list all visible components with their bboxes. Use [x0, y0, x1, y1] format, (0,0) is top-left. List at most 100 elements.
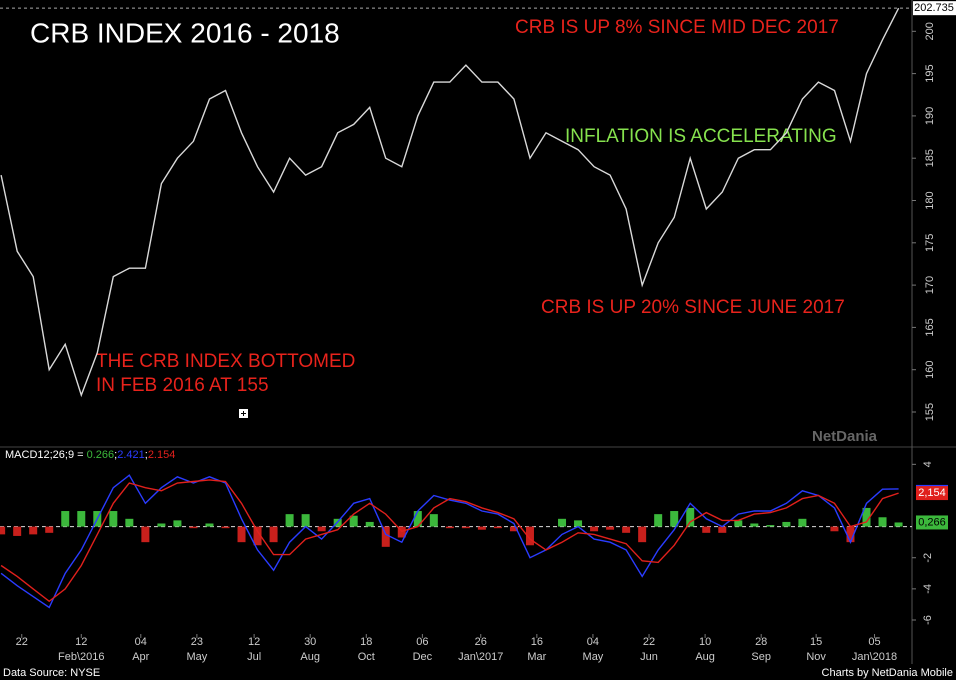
y-tick-label: 170 [924, 276, 936, 294]
macd-histogram-bar [429, 514, 438, 527]
y-tick-label: 185 [924, 149, 936, 167]
x-tick-label: 04 [587, 636, 599, 648]
macd-histogram-bar [798, 518, 807, 527]
macd-histogram-bar [381, 526, 390, 547]
x-tick-month-label: Jan\2018 [852, 651, 897, 663]
macd-histogram-bar [734, 520, 743, 527]
macd-histogram-bar [846, 526, 855, 543]
x-tick-label: 22 [643, 636, 655, 648]
macd-histogram-bar [285, 514, 294, 527]
x-tick-month-label: Mar [527, 651, 546, 663]
macd-histogram-bar [894, 522, 903, 527]
macd-histogram-bar [878, 517, 887, 527]
macd-histogram-bar [558, 518, 567, 527]
macd-histogram-bar [718, 526, 727, 533]
macd-histogram-bar [253, 526, 262, 546]
macd-histogram-bar [670, 511, 679, 527]
x-tick-month-label: May [583, 651, 604, 663]
x-tick-month-label: Apr [132, 651, 149, 663]
macd-histogram-bar [638, 526, 647, 543]
x-tick-month-label: Aug [300, 651, 320, 663]
x-tick-label: 12 [248, 636, 260, 648]
macd-histogram-bar [109, 511, 118, 527]
y-tick-label: 195 [924, 64, 936, 82]
macd-histogram-bar [61, 511, 70, 527]
x-tick-month-label: Aug [695, 651, 715, 663]
annotation: IN FEB 2016 AT 155 [96, 375, 269, 396]
macd-histogram-bar [862, 507, 871, 527]
macd-histogram-bar [750, 523, 759, 527]
macd-histogram-bar [157, 523, 166, 527]
y-tick-label: 200 [924, 22, 936, 40]
x-tick-label: 05 [868, 636, 880, 648]
macd-histogram-bar [461, 526, 470, 529]
macd-histogram-bar [141, 526, 150, 543]
macd-header: MACD12;26;9 = 0.266;2.421;2.154 [5, 449, 175, 461]
macd-histogram-bar [766, 525, 775, 527]
macd-header-part: 2.421 [117, 449, 145, 461]
macd-header-part: ; [145, 449, 148, 461]
x-tick-month-label: Jun [640, 651, 658, 663]
macd-histogram-bar [301, 514, 310, 527]
macd-histogram-bar [525, 526, 534, 546]
macd-histogram-bar [317, 526, 326, 532]
macd-histogram-bar [77, 511, 86, 527]
x-tick-label: 12 [75, 636, 87, 648]
y2-tick-label: -6 [922, 615, 934, 625]
macd-histogram-bar [125, 518, 134, 527]
macd-histogram-bar [221, 526, 230, 529]
macd-line [0, 479, 899, 603]
x-tick-month-label: Dec [413, 651, 433, 663]
macd-histogram-bar [702, 526, 711, 533]
x-tick-label: 04 [135, 636, 147, 648]
y-tick-label: 190 [924, 107, 936, 125]
macd-header-part: 2.154 [148, 449, 176, 461]
macd-histogram-bar [0, 526, 6, 535]
macd-histogram-bar [622, 526, 631, 533]
macd-histogram-bar [477, 526, 486, 530]
x-tick-label: 28 [755, 636, 767, 648]
y-tick-label: 165 [924, 318, 936, 336]
x-tick-month-label: Feb\2016 [58, 651, 104, 663]
annotation: INFLATION IS ACCELERATING [565, 126, 837, 147]
macd-last-box [916, 486, 948, 501]
macd-histogram-bar [590, 526, 599, 532]
macd-histogram-bar [445, 526, 454, 529]
y2-tick-label: -2 [922, 553, 934, 563]
macd-last-label: 0,266 [918, 516, 946, 528]
x-tick-month-label: Nov [806, 651, 826, 663]
chart-title: CRB INDEX 2016 - 2018 [30, 17, 340, 48]
macd-header-part: 0.266 [87, 449, 115, 461]
y-tick-label: 180 [924, 191, 936, 209]
macd-histogram-bar [413, 511, 422, 527]
x-tick-label: 16 [531, 636, 543, 648]
macd-header-part: MACD12;26;9 = [5, 449, 87, 461]
x-tick-month-label: Sep [751, 651, 771, 663]
annotation: CRB IS UP 20% SINCE JUNE 2017 [541, 297, 845, 318]
x-tick-month-label: May [186, 651, 207, 663]
macd-histogram-bar [349, 515, 358, 527]
macd-last-label: 2,154 [918, 487, 946, 499]
macd-histogram-bar [509, 526, 518, 532]
y-tick-label: 175 [924, 234, 936, 252]
macd-last-box [916, 515, 948, 530]
macd-histogram-bar [782, 521, 791, 527]
macd-histogram-bar [45, 526, 54, 533]
annotation: CRB IS UP 8% SINCE MID DEC 2017 [515, 17, 839, 38]
x-tick-month-label: Jul [247, 651, 261, 663]
x-tick-label: 15 [810, 636, 822, 648]
macd-histogram-bar [189, 526, 198, 529]
macd-histogram-bar [574, 520, 583, 527]
macd-histogram-bar [365, 521, 374, 527]
x-tick-label: 18 [360, 636, 372, 648]
x-tick-label: 10 [699, 636, 711, 648]
x-tick-label: 23 [191, 636, 203, 648]
macd-histogram-bar [237, 526, 246, 543]
x-tick-label: 22 [16, 636, 28, 648]
source-note: Data Source: NYSE [3, 667, 100, 679]
macd-header-part: ; [114, 449, 117, 461]
macd-histogram-bar [13, 526, 22, 536]
annotation: THE CRB INDEX BOTTOMED [96, 351, 355, 372]
